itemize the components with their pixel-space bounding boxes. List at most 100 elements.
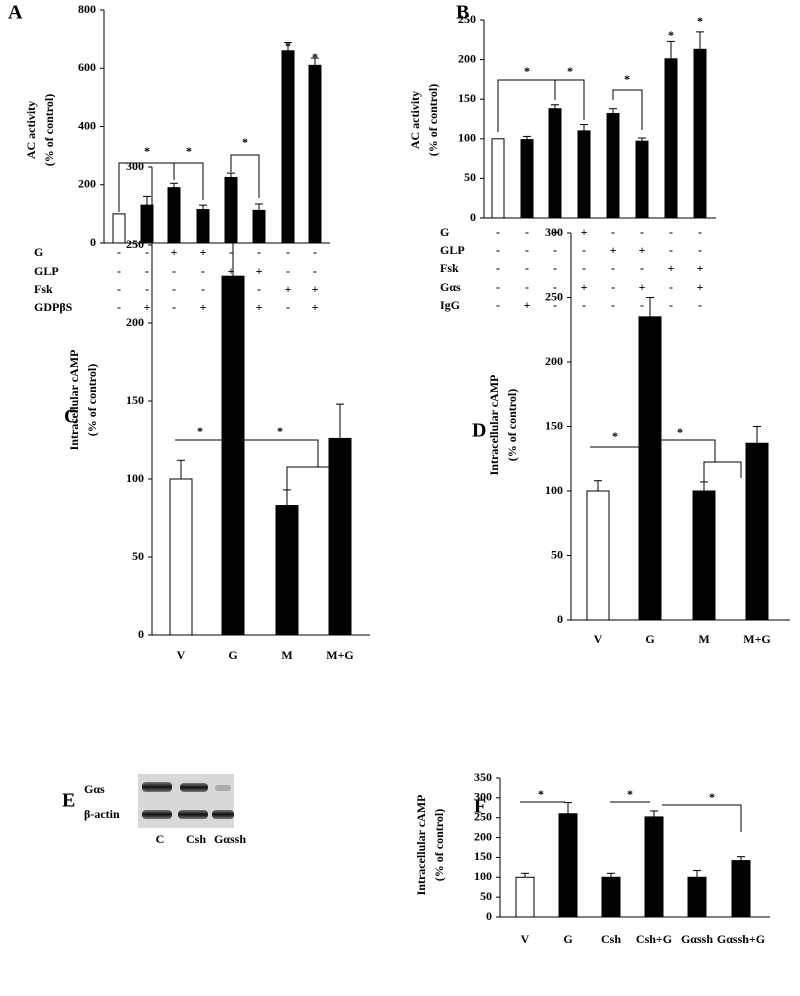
y-tick-label: 0 [90, 235, 96, 249]
significance-star: * [524, 64, 530, 78]
condition-sign: - [229, 245, 233, 259]
condition-sign: + [639, 280, 646, 294]
bar [281, 50, 295, 244]
y-tick-label: 150 [474, 849, 492, 863]
condition-sign: - [172, 282, 176, 296]
condition-sign: + [610, 243, 617, 257]
x-tick-label: V [177, 648, 186, 662]
x-tick-label: V [521, 932, 530, 946]
condition-sign: - [172, 264, 176, 278]
panel-letter: D [472, 420, 486, 442]
bar [308, 64, 322, 244]
y-axis-label: (% of control) [42, 94, 56, 166]
x-tick-label: Csh+G [636, 932, 672, 946]
blot-row-label: Gαs [84, 782, 105, 796]
condition-sign: + [552, 225, 559, 239]
x-tick-label: G [645, 632, 654, 646]
error-bar [143, 195, 151, 206]
bar [515, 876, 535, 918]
error-bar [199, 204, 207, 210]
condition-sign: - [525, 261, 529, 275]
error-bar [638, 137, 646, 142]
significance-star: * [186, 144, 192, 158]
condition-label: Fsk [440, 261, 459, 275]
significance-star: * [709, 790, 715, 804]
condition-sign: - [698, 298, 702, 312]
y-tick-label: 50 [464, 170, 476, 184]
blot-band [180, 783, 208, 792]
condition-sign: - [582, 261, 586, 275]
y-tick-label: 200 [545, 354, 563, 368]
y-tick-label: 150 [458, 91, 476, 105]
bar [169, 478, 193, 636]
y-tick-label: 50 [480, 889, 492, 903]
y-tick-label: 0 [470, 210, 476, 224]
significance-star: * [567, 64, 573, 78]
y-axis-label: Intracellular cAMP [487, 375, 501, 476]
significance-bracket [650, 439, 716, 462]
significance-bracket [662, 804, 742, 832]
condition-sign: - [201, 264, 205, 278]
y-tick-label: 100 [458, 131, 476, 145]
bar [558, 813, 578, 918]
significance-star: * [668, 28, 674, 42]
error-bar [609, 108, 617, 114]
condition-label: Fsk [34, 282, 53, 296]
significance-bracket [555, 79, 585, 120]
bar [601, 876, 621, 918]
y-tick-label: 800 [78, 2, 96, 16]
y-tick-label: 250 [545, 289, 563, 303]
significance-bracket [612, 89, 643, 130]
error-bar [737, 856, 745, 861]
condition-sign: + [228, 264, 235, 278]
condition-sign: + [285, 282, 292, 296]
condition-sign: + [144, 300, 151, 314]
significance-star: * [677, 425, 683, 439]
bar [606, 112, 620, 219]
error-bar [667, 40, 675, 59]
condition-sign: - [698, 225, 702, 239]
bar [693, 48, 707, 219]
blot-band [142, 810, 172, 819]
error-bar [564, 802, 572, 814]
condition-label: GLP [34, 264, 59, 278]
chart: F Intracellular cAMP (% of control) 0 50 100 1… [414, 770, 770, 946]
significance-bracket [233, 439, 319, 467]
condition-sign: - [496, 243, 500, 257]
condition-sign: - [496, 261, 500, 275]
y-tick-label: 0 [486, 909, 492, 923]
y-tick-label: 50 [551, 547, 563, 561]
significance-star: * [627, 787, 633, 801]
condition-sign: + [312, 282, 319, 296]
error-bar [523, 135, 531, 140]
significance-star: * [242, 135, 248, 149]
x-tick-label: Gαssh+G [717, 932, 765, 946]
error-bar [646, 297, 654, 317]
x-tick-label: G [563, 932, 572, 946]
x-tick-label: M+G [743, 632, 771, 646]
chart: B AC activity (% of control) 0 50 100 150 200 25… [408, 2, 716, 312]
y-axis-label: (% of control) [85, 364, 99, 436]
condition-sign: + [697, 261, 704, 275]
condition-sign: - [640, 225, 644, 239]
error-bar [551, 104, 559, 109]
blot-band [178, 810, 208, 819]
bar [221, 275, 245, 636]
condition-sign: - [611, 225, 615, 239]
bar [520, 139, 534, 219]
condition-sign: - [669, 280, 673, 294]
error-bar [650, 810, 658, 817]
condition-sign: - [553, 243, 557, 257]
significance-star: * [612, 429, 618, 443]
y-tick-label: 200 [458, 51, 476, 65]
condition-sign: + [697, 280, 704, 294]
error-bar [594, 480, 602, 491]
condition-sign: - [117, 300, 121, 314]
bar [252, 209, 266, 244]
y-tick-label: 400 [78, 118, 96, 132]
condition-sign: - [145, 264, 149, 278]
condition-sign: - [313, 264, 317, 278]
condition-sign: + [639, 243, 646, 257]
significance-star: * [277, 424, 283, 438]
